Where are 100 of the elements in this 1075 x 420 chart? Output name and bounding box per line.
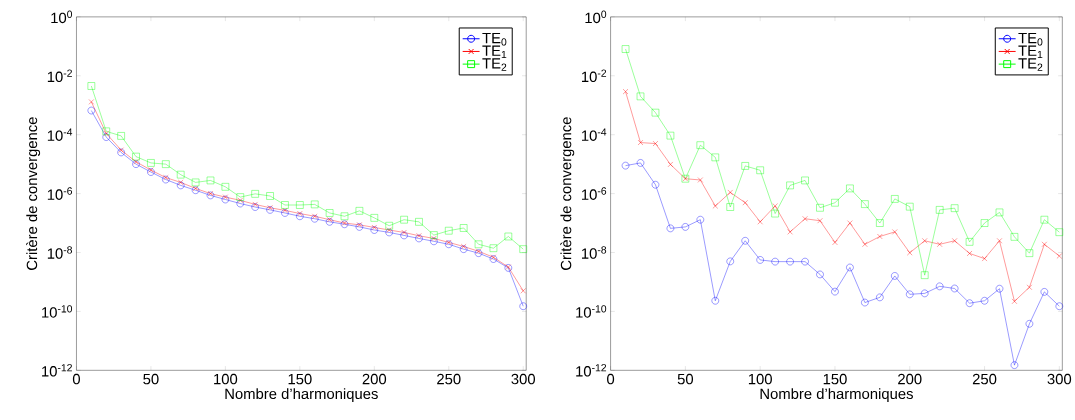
point — [117, 148, 125, 157]
point — [401, 229, 407, 236]
point — [1011, 298, 1018, 304]
x-tick-label: 100 — [748, 373, 772, 385]
point — [726, 203, 734, 211]
point — [876, 219, 884, 227]
point — [520, 288, 526, 294]
y-axis-title: Critère de convergence — [26, 117, 41, 270]
point — [935, 206, 944, 214]
y-tick-label: 10$^{-12}$ — [42, 364, 72, 377]
x-tick-label: 50 — [677, 373, 694, 385]
point — [756, 166, 764, 174]
point — [459, 224, 468, 232]
point — [861, 298, 869, 307]
x-tick-label: 250 — [972, 373, 997, 385]
point — [1056, 253, 1062, 259]
point — [636, 92, 645, 101]
point — [296, 201, 304, 209]
legend-label: TE$_{1}$ — [1018, 45, 1043, 59]
legend-label: TE$_{2}$ — [482, 58, 507, 71]
point — [906, 203, 914, 211]
x-tick-label: 200 — [898, 373, 922, 385]
point — [966, 250, 973, 257]
point — [801, 257, 809, 266]
point — [281, 201, 289, 209]
point — [1010, 361, 1019, 369]
point — [117, 132, 125, 140]
y-tick-label: 10$^{-4}$ — [47, 128, 73, 141]
point — [311, 200, 319, 209]
point — [88, 99, 95, 105]
point — [621, 45, 630, 53]
y-tick-label: 10$^{0}$ — [51, 10, 73, 24]
point — [311, 215, 319, 223]
point — [385, 222, 393, 230]
point — [118, 147, 124, 153]
y-tick-label: 10$^{-8}$ — [582, 246, 607, 259]
point — [951, 238, 958, 244]
point — [415, 218, 423, 226]
point — [771, 257, 779, 266]
point — [891, 195, 899, 203]
point — [772, 203, 778, 209]
point — [757, 219, 763, 225]
x-tick-label: 300 — [1047, 373, 1072, 385]
point — [652, 140, 659, 147]
point — [906, 290, 914, 299]
y-tick-label: 10$^{-12}$ — [576, 364, 607, 377]
x-tick-label: 0 — [607, 373, 615, 385]
point — [386, 227, 392, 233]
point — [191, 178, 200, 187]
x-tick-label: 50 — [143, 373, 159, 385]
point — [861, 200, 869, 208]
point — [222, 194, 229, 200]
point — [696, 216, 705, 224]
point — [266, 192, 274, 200]
point — [416, 233, 422, 239]
point — [636, 159, 645, 167]
point — [907, 250, 913, 256]
point — [801, 176, 809, 185]
point — [921, 271, 929, 279]
point — [400, 231, 408, 240]
point — [937, 241, 943, 247]
point — [132, 152, 140, 161]
point — [370, 214, 378, 222]
point — [847, 220, 853, 226]
point — [712, 203, 718, 209]
point — [741, 237, 749, 245]
legend-label: TE$_{2}$ — [1018, 58, 1043, 71]
point — [965, 238, 974, 246]
point — [519, 245, 527, 253]
legend-label: TE$_{1}$ — [482, 45, 507, 59]
point — [162, 160, 170, 168]
point — [711, 153, 719, 162]
point — [221, 183, 230, 191]
point — [832, 239, 838, 246]
point — [742, 200, 748, 206]
point — [950, 204, 959, 212]
point — [921, 289, 929, 298]
point — [312, 213, 318, 219]
point — [651, 109, 660, 117]
y-tick-label: 10$^{-8}$ — [47, 246, 73, 259]
point — [950, 284, 959, 293]
point — [995, 208, 1004, 217]
point — [621, 161, 630, 170]
y-tick-label: 10$^{-2}$ — [582, 69, 607, 83]
point — [221, 195, 230, 204]
point — [741, 162, 749, 170]
point — [236, 193, 244, 201]
point — [786, 257, 794, 266]
point — [206, 176, 215, 185]
x-tick-label: 250 — [437, 373, 461, 385]
point — [1055, 228, 1063, 236]
point — [385, 228, 393, 237]
y-tick-label: 10$^{-10}$ — [42, 305, 73, 318]
point — [236, 199, 244, 208]
point — [995, 285, 1004, 293]
point — [996, 238, 1003, 244]
point — [325, 209, 334, 217]
point — [711, 297, 719, 305]
point — [340, 212, 349, 220]
point — [817, 218, 823, 224]
